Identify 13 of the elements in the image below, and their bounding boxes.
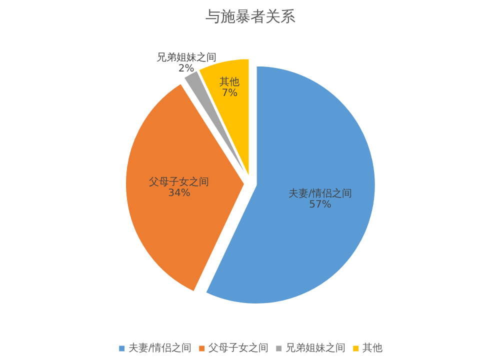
- data-label: 2%: [178, 63, 194, 74]
- data-label: 7%: [222, 88, 238, 99]
- chart-title: 与施暴者关系: [206, 8, 296, 26]
- data-label: 57%: [309, 200, 332, 211]
- slice-label: 父母子女之间: [149, 176, 210, 188]
- data-label: 34%: [168, 188, 190, 200]
- slice-label: 夫妻/情侣之间: [288, 188, 352, 200]
- legend-label: 夫妻/情侣之间: [128, 342, 192, 355]
- slice-label: 兄弟姐妹之间: [156, 51, 216, 64]
- legend-label: 兄弟姐妹之间: [286, 342, 346, 355]
- slice-label: 其他: [220, 76, 240, 88]
- legend-label: 其他: [362, 342, 383, 355]
- legend-label: 父母子女之间: [208, 342, 269, 355]
